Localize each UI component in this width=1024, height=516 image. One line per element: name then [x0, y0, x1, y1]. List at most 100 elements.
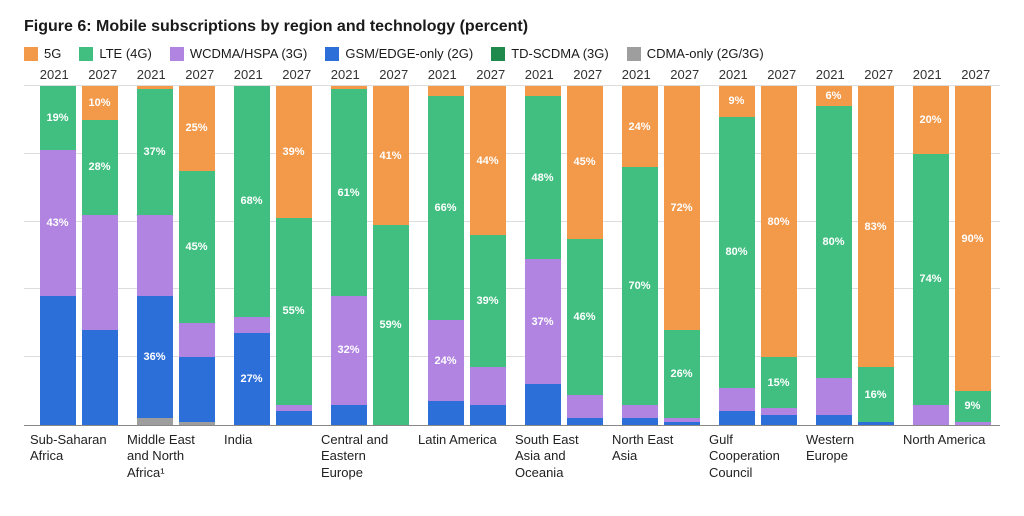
year-label: 2021	[719, 67, 748, 82]
bar-segment-gsm: 36%	[137, 296, 173, 418]
legend-item: WCDMA/HSPA (3G)	[170, 46, 308, 61]
bar-segment-cdma	[137, 418, 173, 425]
bar-segment-fiveg: 20%	[913, 86, 949, 154]
region-group: 37% 48% 46% 45%	[515, 86, 612, 425]
bar-segment-lte: 26%	[664, 330, 700, 418]
region-group: 80%9%15% 80%	[709, 86, 806, 425]
bar-segment-wcdma	[567, 395, 603, 419]
segment-value-label: 37%	[531, 316, 553, 328]
bar-segment-gsm	[276, 411, 312, 425]
bar-segment-fiveg: 39%	[276, 86, 312, 218]
year-pair: 2021 2027	[806, 67, 903, 82]
region-labels: Sub-Saharan AfricaMiddle East and North …	[24, 432, 1000, 481]
bar-segment-gsm	[858, 422, 894, 425]
chart-title: Figure 6: Mobile subscriptions by region…	[24, 18, 1000, 36]
stacked-bar: 16% 83%	[858, 86, 894, 425]
bar-segment-lte: 48%	[525, 96, 561, 259]
legend-item: LTE (4G)	[79, 46, 152, 61]
region-group: 74%20%9%90%	[903, 86, 1000, 425]
year-label: 2027	[185, 67, 214, 82]
stacked-bar: 59% 41%	[373, 86, 409, 425]
year-label: 2021	[234, 67, 263, 82]
segment-value-label: 59%	[379, 319, 401, 331]
region-group: 80% 6% 16% 83%	[806, 86, 903, 425]
bar-segment-fiveg: 72%	[664, 86, 700, 330]
bar-segment-wcdma	[913, 405, 949, 425]
legend-label: LTE (4G)	[99, 46, 152, 61]
bar-segment-wcdma: 43%	[40, 150, 76, 296]
bar-segment-fiveg: 24%	[622, 86, 658, 167]
bar-segment-lte: 39%	[470, 235, 506, 367]
bar-segment-fiveg: 90%	[955, 86, 991, 391]
region-group: 43%19% 28% 10%	[30, 86, 127, 425]
legend: 5GLTE (4G)WCDMA/HSPA (3G)GSM/EDGE-only (…	[24, 46, 1000, 61]
bar-segment-lte: 66%	[428, 96, 464, 320]
stacked-bar: 26% 72%	[664, 86, 700, 425]
bar-segment-wcdma	[955, 422, 991, 425]
bar-segment-gsm	[816, 415, 852, 425]
bar-segment-lte: 61%	[331, 89, 367, 296]
bar-segment-fiveg: 41%	[373, 86, 409, 225]
bar-segment-gsm	[525, 384, 561, 425]
segment-value-label: 25%	[185, 122, 207, 134]
bar-segment-wcdma	[82, 215, 118, 330]
segment-value-label: 24%	[434, 355, 456, 367]
segment-value-label: 45%	[573, 156, 595, 168]
legend-swatch	[170, 47, 184, 61]
segment-value-label: 28%	[88, 161, 110, 173]
legend-label: GSM/EDGE-only (2G)	[345, 46, 473, 61]
bar-segment-fiveg	[525, 86, 561, 96]
segment-value-label: 80%	[822, 236, 844, 248]
year-label: 2027	[670, 67, 699, 82]
year-pair: 20212027	[30, 67, 127, 82]
legend-swatch	[79, 47, 93, 61]
year-pair: 2021 2027	[709, 67, 806, 82]
bar-segment-gsm	[664, 422, 700, 425]
segment-value-label: 10%	[88, 97, 110, 109]
year-label: 2027	[767, 67, 796, 82]
segment-value-label: 6%	[826, 90, 842, 102]
segment-value-label: 80%	[725, 246, 747, 258]
segment-value-label: 55%	[282, 305, 304, 317]
bar-segment-gsm	[719, 411, 755, 425]
bar-segment-wcdma	[664, 418, 700, 421]
bar-segment-wcdma: 32%	[331, 296, 367, 404]
legend-label: CDMA-only (2G/3G)	[647, 46, 764, 61]
bar-segment-gsm	[622, 418, 658, 425]
bar-segment-wcdma	[234, 317, 270, 334]
segment-value-label: 39%	[282, 146, 304, 158]
bar-segment-gsm	[470, 405, 506, 425]
segment-value-label: 36%	[143, 351, 165, 363]
region-label: Latin America	[418, 432, 515, 481]
stacked-bar: 46% 45%	[567, 86, 603, 425]
segment-value-label: 74%	[919, 273, 941, 285]
bar-segment-gsm	[331, 405, 367, 425]
bar-segment-wcdma: 37%	[525, 259, 561, 384]
year-label: 2021	[816, 67, 845, 82]
region-label: Sub-Saharan Africa	[30, 432, 127, 481]
segment-value-label: 83%	[864, 221, 886, 233]
year-header-row: 2021202720212027202120272021202720212027…	[24, 67, 1000, 82]
stacked-bar: 15% 80%	[761, 86, 797, 425]
year-label: 2021	[622, 67, 651, 82]
year-pair: 20212027	[224, 67, 321, 82]
bar-segment-fiveg: 6%	[816, 86, 852, 106]
segment-value-label: 90%	[961, 233, 983, 245]
bar-segment-lte: 16%	[858, 367, 894, 421]
segment-value-label: 26%	[670, 368, 692, 380]
legend-label: WCDMA/HSPA (3G)	[190, 46, 308, 61]
bar-segment-lte: 15%	[761, 357, 797, 408]
bar-segment-wcdma	[179, 323, 215, 357]
bar-segment-lte: 19%	[40, 86, 76, 150]
stacked-bar: 80%9%	[719, 86, 755, 425]
year-label: 2027	[864, 67, 893, 82]
segment-value-label: 72%	[670, 202, 692, 214]
bar-segment-fiveg	[137, 86, 173, 89]
region-label: South East Asia and Oceania	[515, 432, 612, 481]
bar-segment-lte: 74%	[913, 154, 949, 405]
segment-value-label: 46%	[573, 311, 595, 323]
segment-value-label: 45%	[185, 241, 207, 253]
region-label: Middle East and North Africa¹	[127, 432, 224, 481]
bar-segment-lte: 46%	[567, 239, 603, 395]
segment-value-label: 80%	[767, 216, 789, 228]
